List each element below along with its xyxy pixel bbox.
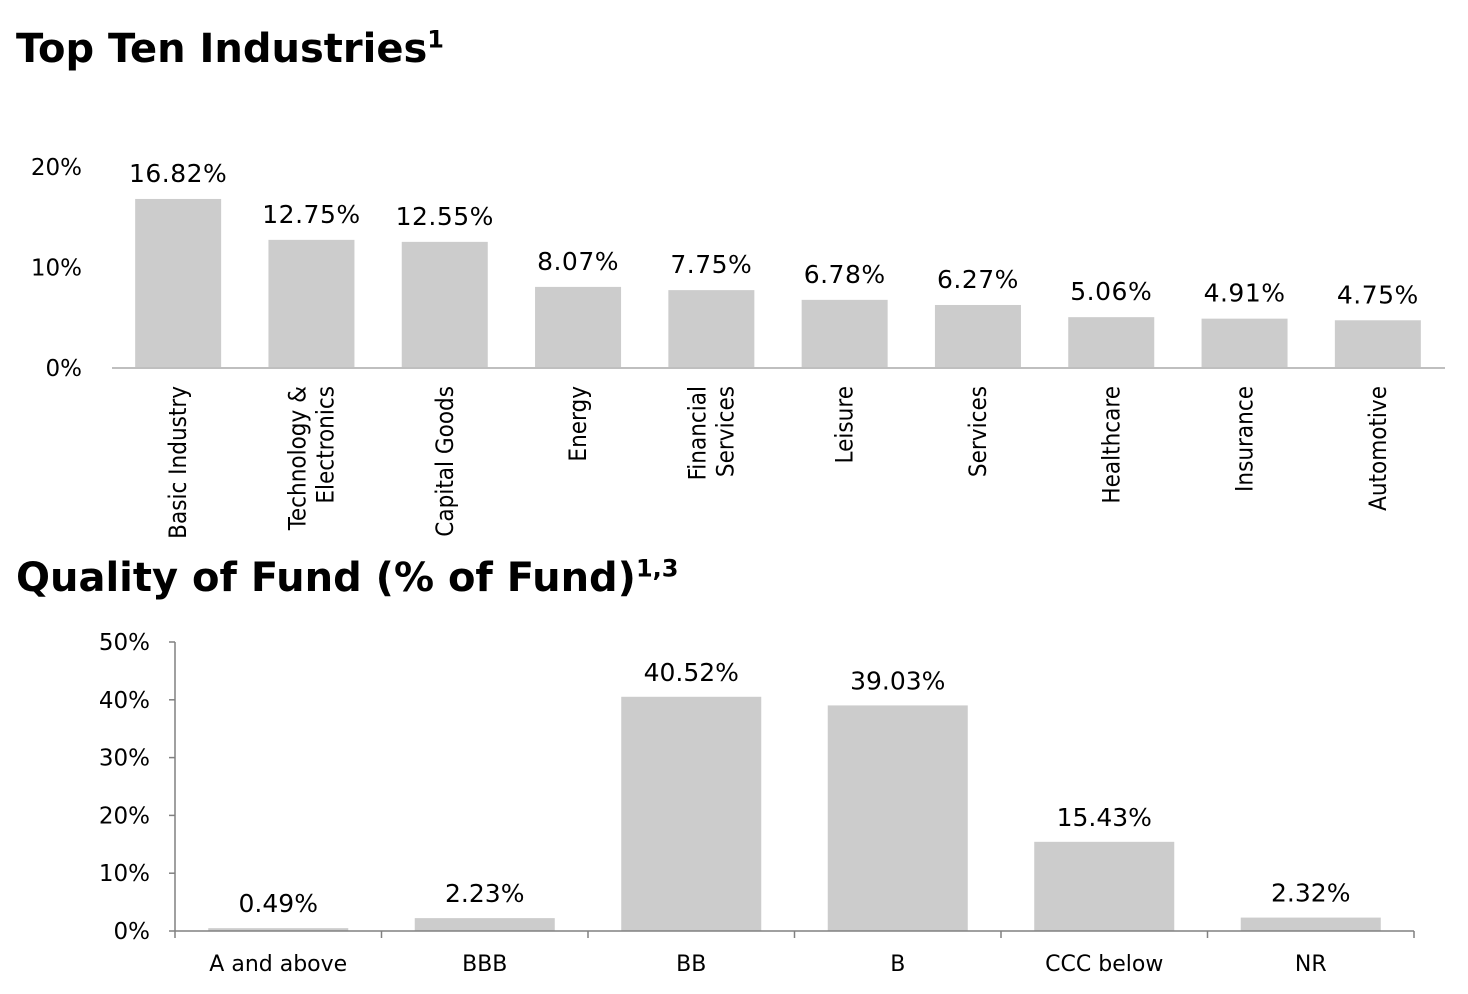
industries-category-label: Energy (564, 386, 592, 462)
industries-data-label: 7.75% (670, 250, 752, 279)
industries-bar (1068, 317, 1155, 368)
chart-title-quality: Quality of Fund (% of Fund)1,3 (16, 554, 679, 601)
industries-data-label: 16.82% (129, 159, 227, 188)
quality-bar (1034, 841, 1175, 931)
industries-bar (668, 290, 755, 368)
industries-chart: 0% 10% 20% 16.82% Basic Industry 12.75% Techno… (31, 155, 1445, 539)
quality-category-label: B (890, 952, 905, 977)
industries-bar (135, 198, 222, 368)
industries-bar (934, 304, 1021, 368)
industries-category-label: Capital Goods (431, 386, 459, 537)
quality-y-tick-label: 40% (99, 688, 150, 714)
quality-data-label: 2.32% (1271, 879, 1350, 908)
quality-category-label: CCC below (1045, 952, 1163, 977)
quality-y-tick-label: 30% (99, 746, 150, 772)
industries-category-label: Technology & (283, 386, 311, 531)
industries-category-label: Insurance (1231, 386, 1259, 492)
industries-bar (401, 241, 488, 368)
quality-category-label: NR (1295, 952, 1327, 977)
industries-y-tick-label: 0% (46, 356, 83, 382)
industries-category-label: Automotive (1364, 386, 1392, 511)
quality-y-tick-label: 0% (114, 919, 151, 945)
quality-y-tick-label: 50% (99, 630, 150, 656)
chart-title-industries: Top Ten Industries1 (16, 25, 444, 72)
quality-data-label: 39.03% (850, 666, 945, 695)
quality-data-label: 0.49% (239, 889, 318, 918)
industries-category-label: Leisure (831, 386, 859, 463)
industries-data-label: 6.78% (804, 260, 886, 289)
quality-data-label: 40.52% (644, 658, 739, 687)
industries-category-label: Financial (683, 386, 711, 480)
industries-y-tick-label: 10% (31, 256, 82, 282)
industries-bar (268, 239, 355, 368)
industries-data-label: 6.27% (937, 265, 1019, 294)
quality-category-label: BB (676, 952, 706, 977)
quality-y-tick-label: 20% (99, 803, 150, 829)
quality-bar (414, 918, 555, 931)
industries-category-label: Services (711, 386, 739, 477)
industries-data-label: 12.75% (262, 200, 360, 229)
industries-data-label: 4.75% (1337, 280, 1419, 309)
industries-category-label: Electronics (311, 386, 339, 504)
quality-data-label: 2.23% (445, 879, 524, 908)
industries-data-label: 12.55% (396, 202, 494, 231)
quality-bar (1240, 917, 1381, 931)
industries-category-label: Services (964, 386, 992, 477)
industries-y-tick-label: 20% (31, 155, 82, 181)
industries-data-label: 5.06% (1070, 277, 1152, 306)
industries-bar (1334, 320, 1421, 368)
industries-category-label: Basic Industry (164, 386, 192, 539)
quality-y-tick-label: 10% (99, 861, 150, 887)
quality-bar (621, 696, 762, 931)
industries-data-label: 8.07% (537, 247, 619, 276)
quality-data-label: 15.43% (1057, 803, 1152, 832)
industries-category-label: Healthcare (1097, 386, 1125, 504)
quality-category-label: BBB (462, 952, 507, 977)
industries-bar (1201, 318, 1288, 368)
quality-chart: 0%10%20%30%40%50%0.49%A and above2.23%BB… (99, 630, 1415, 977)
quality-category-label: A and above (209, 952, 347, 977)
industries-data-label: 4.91% (1204, 279, 1286, 308)
quality-bar (827, 705, 968, 931)
quality-bar (208, 928, 349, 931)
industries-bar (801, 299, 888, 368)
industries-bar (535, 286, 622, 368)
